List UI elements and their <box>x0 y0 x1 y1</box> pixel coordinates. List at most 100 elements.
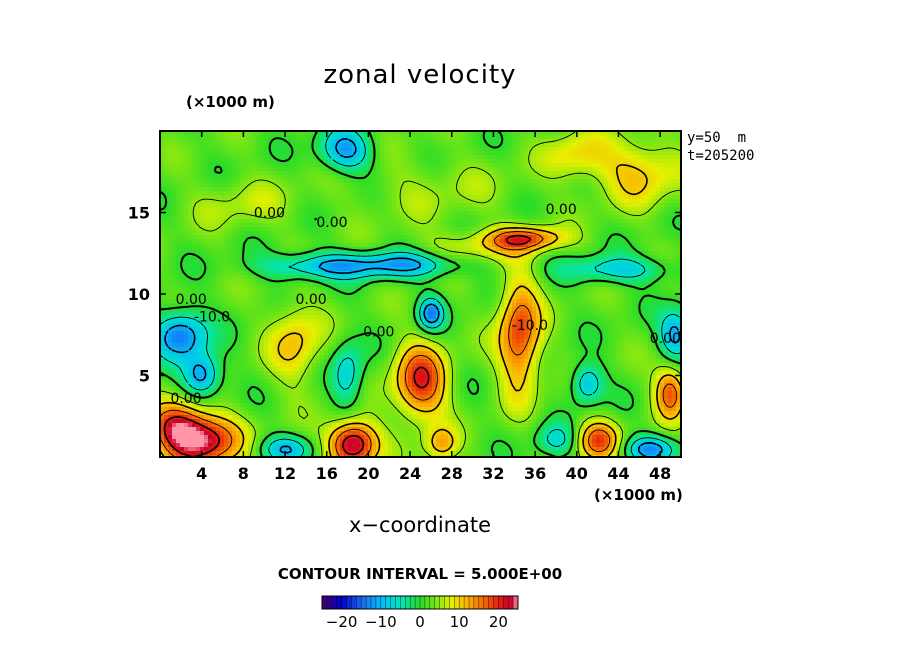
field-cell <box>172 147 177 152</box>
field-cell <box>568 263 573 268</box>
field-cell <box>404 131 409 136</box>
field-cell <box>288 203 293 208</box>
field-cell <box>572 167 577 172</box>
field-cell <box>256 135 261 140</box>
field-cell <box>404 199 409 204</box>
field-cell <box>628 263 633 268</box>
field-cell <box>428 255 433 260</box>
field-cell <box>236 143 241 148</box>
field-cell <box>668 191 673 196</box>
field-cell <box>296 207 301 212</box>
field-cell <box>240 163 245 168</box>
field-cell <box>200 143 205 148</box>
field-cell <box>540 259 545 264</box>
field-cell <box>412 155 417 160</box>
field-cell <box>472 219 477 224</box>
field-cell <box>564 191 569 196</box>
field-cell <box>480 251 485 256</box>
field-cell <box>524 279 529 284</box>
field-cell <box>532 215 537 220</box>
field-cell <box>520 155 525 160</box>
field-cell <box>672 231 677 236</box>
field-cell <box>544 163 549 168</box>
field-cell <box>440 143 445 148</box>
field-cell <box>216 195 221 200</box>
field-cell <box>576 235 581 240</box>
field-cell <box>356 147 361 152</box>
field-cell <box>656 155 661 160</box>
field-cell <box>300 231 305 236</box>
field-cell <box>588 251 593 256</box>
field-cell <box>248 227 253 232</box>
field-cell <box>248 151 253 156</box>
field-cell <box>184 147 189 152</box>
field-cell <box>196 231 201 236</box>
field-cell <box>412 243 417 248</box>
field-cell <box>232 211 237 216</box>
field-cell <box>428 135 433 140</box>
field-cell <box>376 187 381 192</box>
field-cell <box>380 231 385 236</box>
field-cell <box>352 179 357 184</box>
field-cell <box>228 139 233 144</box>
field-cell <box>476 239 481 244</box>
field-cell <box>488 135 493 140</box>
field-cell <box>508 199 513 204</box>
field-cell <box>312 259 317 264</box>
field-cell <box>572 247 577 252</box>
field-cell <box>616 243 621 248</box>
field-cell <box>176 259 181 264</box>
field-cell <box>336 267 341 272</box>
field-cell <box>316 159 321 164</box>
field-cell <box>304 203 309 208</box>
field-cell <box>452 191 457 196</box>
field-cell <box>640 279 645 284</box>
field-cell <box>224 179 229 184</box>
field-cell <box>452 163 457 168</box>
field-cell <box>672 211 677 216</box>
field-cell <box>464 203 469 208</box>
field-cell <box>180 239 185 244</box>
field-cell <box>664 235 669 240</box>
field-cell <box>404 207 409 212</box>
field-cell <box>456 275 461 280</box>
field-cell <box>332 147 337 152</box>
field-cell <box>616 255 621 260</box>
field-cell <box>244 163 249 168</box>
field-cell <box>220 235 225 240</box>
field-cell <box>164 187 169 192</box>
field-cell <box>428 259 433 264</box>
field-cell <box>452 183 457 188</box>
field-cell <box>600 207 605 212</box>
field-cell <box>348 183 353 188</box>
field-cell <box>356 143 361 148</box>
field-cell <box>444 135 449 140</box>
field-cell <box>304 231 309 236</box>
field-cell <box>512 203 517 208</box>
field-cell <box>300 183 305 188</box>
field-cell <box>672 227 677 232</box>
field-cell <box>532 139 537 144</box>
field-cell <box>212 255 217 260</box>
field-cell <box>636 195 641 200</box>
field-cell <box>348 171 353 176</box>
field-cell <box>368 147 373 152</box>
field-cell <box>504 239 509 244</box>
field-cell <box>560 191 565 196</box>
field-cell <box>296 219 301 224</box>
field-cell <box>256 223 261 228</box>
field-cell <box>504 219 509 224</box>
field-cell <box>252 183 257 188</box>
field-cell <box>660 199 665 204</box>
field-cell <box>312 147 317 152</box>
field-cell <box>268 187 273 192</box>
field-cell <box>596 151 601 156</box>
field-cell <box>232 223 237 228</box>
field-cell <box>668 215 673 220</box>
field-cell <box>380 135 385 140</box>
field-cell <box>536 163 541 168</box>
field-cell <box>528 191 533 196</box>
field-cell <box>504 143 509 148</box>
field-cell <box>644 191 649 196</box>
field-cell <box>476 267 481 272</box>
